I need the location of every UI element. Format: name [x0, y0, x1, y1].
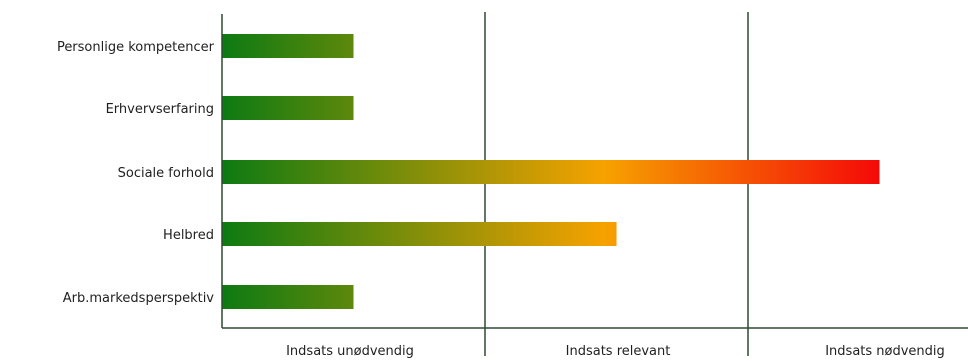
category-label: Sociale forhold: [118, 166, 214, 181]
bar: [222, 34, 354, 58]
category-label: Helbred: [163, 228, 214, 243]
zone-label: Indsats unødvendig: [286, 344, 414, 359]
zone-label: Indsats relevant: [566, 344, 671, 359]
category-label: Erhvervserfaring: [106, 102, 214, 117]
category-label: Arb.markedsperspektiv: [63, 291, 215, 306]
bar: [222, 285, 354, 309]
bar: [222, 222, 617, 246]
category-label: Personlige kompetencer: [57, 40, 215, 55]
bar-layer: [222, 34, 880, 309]
bar: [222, 160, 880, 184]
label-layer: Personlige kompetencer Erhvervserfaring So…: [57, 40, 945, 359]
bar: [222, 96, 354, 120]
zone-label: Indsats nødvendig: [825, 344, 945, 359]
